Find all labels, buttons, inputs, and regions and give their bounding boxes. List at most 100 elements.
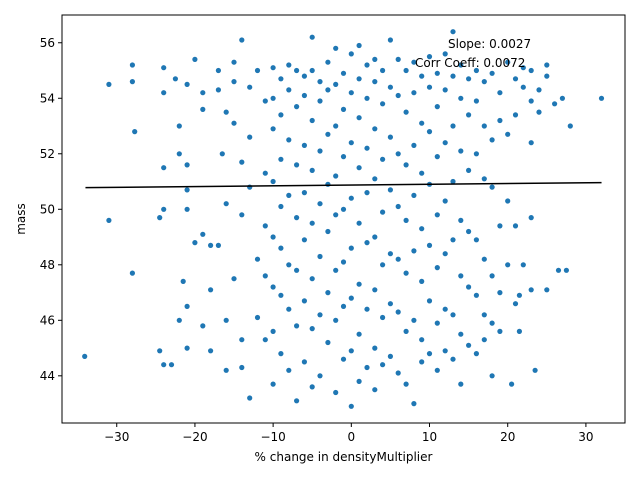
scatter-point: [387, 37, 393, 43]
scatter-point: [333, 123, 339, 129]
scatter-point: [317, 312, 323, 318]
scatter-point: [356, 331, 362, 337]
scatter-point: [442, 140, 448, 146]
scatter-point: [294, 215, 300, 221]
scatter-point: [458, 95, 464, 101]
scatter-point: [200, 106, 206, 112]
scatter-point: [458, 331, 464, 337]
scatter-point: [380, 314, 386, 321]
scatter-point: [473, 67, 479, 74]
scatter-point: [231, 276, 237, 282]
scatter-point: [387, 251, 393, 257]
scatter-point: [419, 226, 425, 232]
x-tick-label: 30: [578, 430, 593, 444]
scatter-point: [426, 54, 433, 60]
scatter-point: [520, 65, 526, 71]
scatter-point: [434, 154, 440, 160]
scatter-point: [426, 84, 433, 90]
scatter-point: [598, 95, 605, 101]
scatter-point: [512, 301, 519, 307]
scatter-point: [434, 104, 440, 110]
scatter-point: [333, 212, 339, 218]
scatter-point: [161, 206, 167, 212]
scatter-point: [184, 162, 190, 168]
scatter-point: [180, 278, 186, 284]
scatter-point: [317, 253, 323, 260]
scatter-point: [497, 223, 503, 229]
scatter-point: [247, 134, 253, 140]
scatter-point: [278, 203, 284, 210]
scatter-point: [466, 284, 472, 290]
scatter-point: [239, 159, 245, 165]
scatter-point: [176, 123, 182, 129]
scatter-point: [364, 364, 370, 371]
scatter-point: [473, 151, 479, 157]
scatter-point: [364, 240, 370, 246]
scatter-point: [215, 67, 221, 74]
x-axis-label: % change in densityMultiplier: [255, 450, 433, 464]
scatter-point: [387, 187, 393, 193]
scatter-point: [434, 265, 440, 271]
scatter-point: [372, 79, 378, 85]
scatter-point: [434, 320, 440, 326]
scatter-point: [262, 337, 268, 343]
scatter-point: [286, 62, 292, 68]
scatter-point: [372, 387, 378, 393]
scatter-point: [278, 76, 284, 82]
y-tick-label: 46: [40, 313, 55, 327]
scatter-point: [333, 389, 339, 396]
scatter-point: [419, 359, 425, 365]
scatter-point: [106, 81, 112, 87]
scatter-point: [309, 326, 315, 332]
scatter-point: [426, 129, 433, 135]
slope-annotation: Slope: 0.0027: [448, 37, 531, 51]
scatter-point: [387, 353, 393, 359]
scatter-point: [509, 381, 515, 387]
scatter-point: [309, 384, 315, 390]
scatter-point: [340, 356, 347, 362]
scatter-point: [411, 90, 417, 96]
scatter-point: [473, 351, 479, 357]
scatter-point: [419, 170, 425, 176]
scatter-point: [301, 359, 307, 365]
scatter-point: [380, 156, 386, 162]
scatter-point: [161, 65, 167, 71]
regression-line: [85, 181, 602, 189]
scatter-point: [161, 165, 167, 171]
scatter-point: [403, 109, 409, 115]
scatter-point: [512, 223, 519, 229]
scatter-point: [161, 362, 167, 368]
scatter-point: [372, 126, 378, 132]
scatter-point: [395, 151, 401, 157]
scatter-point: [380, 101, 386, 107]
scatter-point: [317, 201, 323, 207]
scatter-point: [372, 345, 378, 351]
scatter-point: [481, 312, 487, 318]
scatter-point: [325, 228, 331, 235]
scatter-point: [132, 129, 138, 135]
scatter-point: [364, 306, 370, 312]
scatter-point: [340, 154, 347, 160]
scatter-point: [356, 281, 362, 287]
scatter-point: [356, 76, 362, 82]
y-tick-label: 54: [40, 91, 55, 105]
scatter-point: [481, 256, 487, 262]
scatter-point: [552, 101, 558, 107]
scatter-point: [208, 242, 214, 248]
scatter-point: [512, 76, 519, 82]
y-tick-label: 44: [40, 369, 55, 383]
scatter-point: [411, 248, 417, 254]
scatter-point: [411, 401, 417, 407]
scatter-point: [356, 378, 362, 384]
scatter-point: [309, 220, 315, 226]
scatter-point: [348, 51, 354, 57]
scatter-point: [473, 292, 479, 298]
scatter-point: [395, 92, 401, 99]
scatter-point: [208, 287, 214, 293]
corr-coeff-annotation: Corr Coeff: 0.0072: [415, 56, 525, 70]
x-tick-label: −20: [182, 430, 207, 444]
scatter-point: [544, 287, 550, 293]
scatter-point: [309, 67, 315, 74]
scatter-point: [395, 203, 401, 210]
scatter-point: [442, 348, 448, 354]
